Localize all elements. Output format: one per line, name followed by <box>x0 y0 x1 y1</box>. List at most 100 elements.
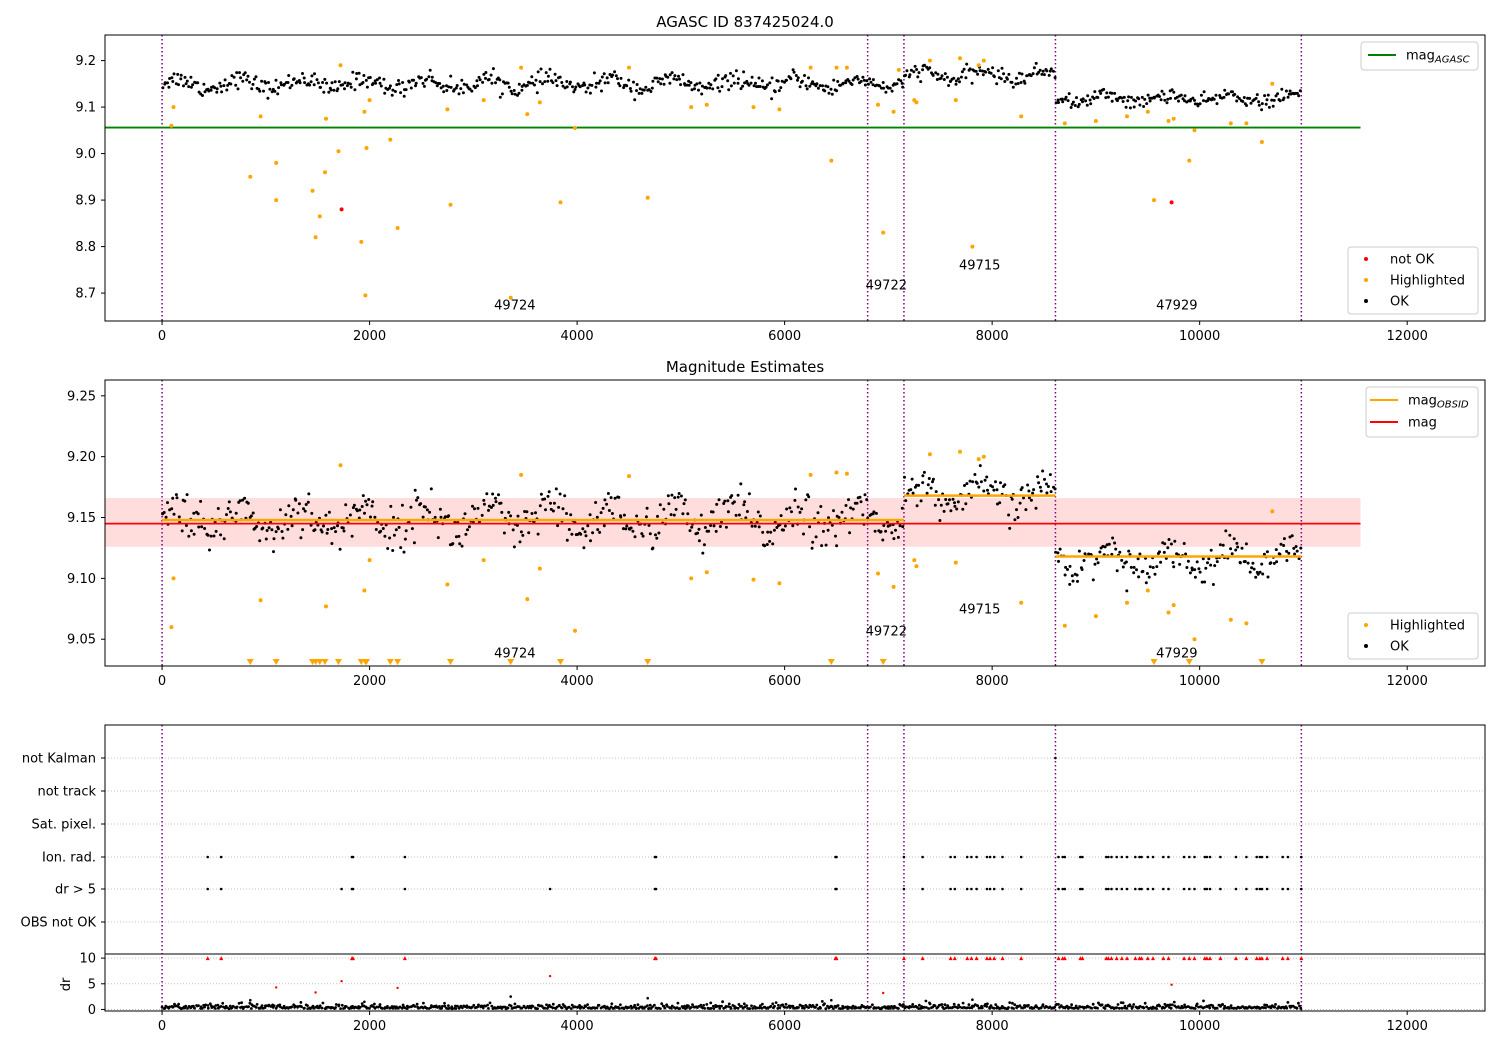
p2-highlighted-point-14 <box>689 576 694 581</box>
p1-ok-point <box>777 89 781 93</box>
p2-ok-point <box>756 510 760 514</box>
p1-ok-point <box>689 81 693 85</box>
p2-ok-point <box>736 493 740 497</box>
p2-ok-point <box>1167 538 1171 541</box>
p1-ok-point <box>355 72 359 75</box>
p1-ok-point <box>754 81 757 85</box>
p3-dr-capped-30 <box>1119 956 1124 961</box>
p3-dr-points <box>160 956 1304 1011</box>
p3-dr-point <box>454 1007 458 1010</box>
p2-ok-point <box>527 531 531 535</box>
p3-dr-point <box>940 1003 944 1006</box>
p2-ok-point <box>1206 561 1209 565</box>
p3-dr-capped-4 <box>402 956 407 961</box>
p1-highlighted-point-17 <box>367 98 372 103</box>
p2-ok-point <box>549 501 552 505</box>
p1-ok-point <box>1061 100 1065 104</box>
p1-ok-point <box>268 87 272 91</box>
p1-ok-point <box>1096 96 1100 99</box>
p3-ion-rad-point-20 <box>1019 855 1023 859</box>
p2-ok-point <box>399 546 403 550</box>
p2-ok-point <box>985 475 989 479</box>
p3-dr-point <box>586 1003 589 1006</box>
p1-ok-point <box>419 76 423 80</box>
p3-dr5-point-54 <box>1281 887 1284 891</box>
p2-ok-point <box>1163 542 1167 546</box>
p3-dr-point <box>574 1005 577 1009</box>
p1-ok-point <box>1041 69 1045 73</box>
p2-ok-point <box>1120 558 1124 562</box>
p1-ok-point <box>1113 91 1117 95</box>
p2-ok-point <box>951 497 955 501</box>
p2-ok-point <box>280 530 284 533</box>
p1-ok-point <box>457 92 461 96</box>
p2-highlighted-point-11 <box>537 566 542 571</box>
p2-ok-point <box>487 508 490 512</box>
p3-dr-point <box>1168 1003 1172 1007</box>
p2-ok-point <box>1041 469 1045 473</box>
p2-ok-point <box>1243 560 1247 563</box>
p1-ok-point <box>816 86 820 90</box>
p2-ok-point <box>1038 485 1042 489</box>
p1-ok-point <box>968 67 972 71</box>
p2-ok-point <box>929 486 933 490</box>
p2-ok-point <box>371 500 375 504</box>
p1-ok-point <box>871 83 875 87</box>
p2-ok-point <box>1013 518 1017 522</box>
p3-dr-point <box>506 1006 510 1010</box>
p1-ok-point <box>1092 97 1096 100</box>
p3-dr-point <box>378 1003 382 1006</box>
p2-ok-point <box>360 505 364 508</box>
p1-ok-point <box>1181 97 1185 101</box>
p1-highlighted-point-32 <box>704 102 709 107</box>
p3-dr-point <box>221 1001 225 1005</box>
p3-dr-point <box>321 1001 325 1005</box>
p2-ok-point <box>1027 489 1031 493</box>
p3-dr-outlier-0 <box>249 998 252 1002</box>
p1-ok-point <box>223 78 227 82</box>
p2-ok-point <box>953 504 957 508</box>
p1-ok-point <box>915 68 919 71</box>
p1-ok-point <box>590 83 594 87</box>
p2-ok-point <box>1248 570 1252 574</box>
p2-ok-point <box>654 533 657 537</box>
p2-ok-point <box>355 509 359 513</box>
p1-ok-point <box>409 86 413 90</box>
p3-dr-capped-53 <box>1285 956 1290 961</box>
p1-ok-point <box>235 71 239 75</box>
p3-ion-rad-point-18 <box>992 855 996 859</box>
p3-dr-point <box>703 1007 706 1010</box>
p1-ok-point <box>295 80 299 84</box>
p1-highlighted-point-26 <box>537 100 542 105</box>
p2-lower-limit-16 <box>827 659 835 665</box>
p1-ok-point <box>821 84 824 88</box>
p2-ok-point <box>491 503 495 507</box>
p1-ok-point <box>1270 98 1274 102</box>
p1-ok-point <box>428 68 432 72</box>
p1-ok-point <box>660 77 664 81</box>
p3-dr-point <box>450 1007 454 1011</box>
p3-dr-point <box>1090 1006 1093 1010</box>
p1-ok-point <box>1005 77 1009 81</box>
p2-ok-point <box>830 523 834 527</box>
p3-dr-point <box>520 1006 524 1010</box>
p1-ok-point <box>862 78 866 82</box>
p1-ok-point <box>935 78 939 81</box>
p3-dr-point <box>1143 1001 1147 1005</box>
p2-ok-point <box>814 535 818 539</box>
p1-ok-point <box>917 71 921 75</box>
p3-dr-point <box>213 1007 217 1010</box>
p3-dr-point <box>1076 1007 1080 1010</box>
p1-ok-point <box>655 76 659 80</box>
p2-highlighted-point-23 <box>912 558 917 563</box>
p1-ok-point <box>201 94 204 97</box>
p1-ok-point <box>513 92 517 96</box>
p1-ok-point <box>484 76 487 80</box>
p3-dr-point <box>1116 1003 1120 1006</box>
p1-ok-point <box>594 85 598 89</box>
p1-ok-point <box>952 76 956 80</box>
p1-ok-point <box>1202 99 1205 103</box>
p3-dr-point <box>206 1006 210 1010</box>
p2-ok-point <box>1132 565 1136 569</box>
p3-dr-point <box>1138 1005 1142 1008</box>
